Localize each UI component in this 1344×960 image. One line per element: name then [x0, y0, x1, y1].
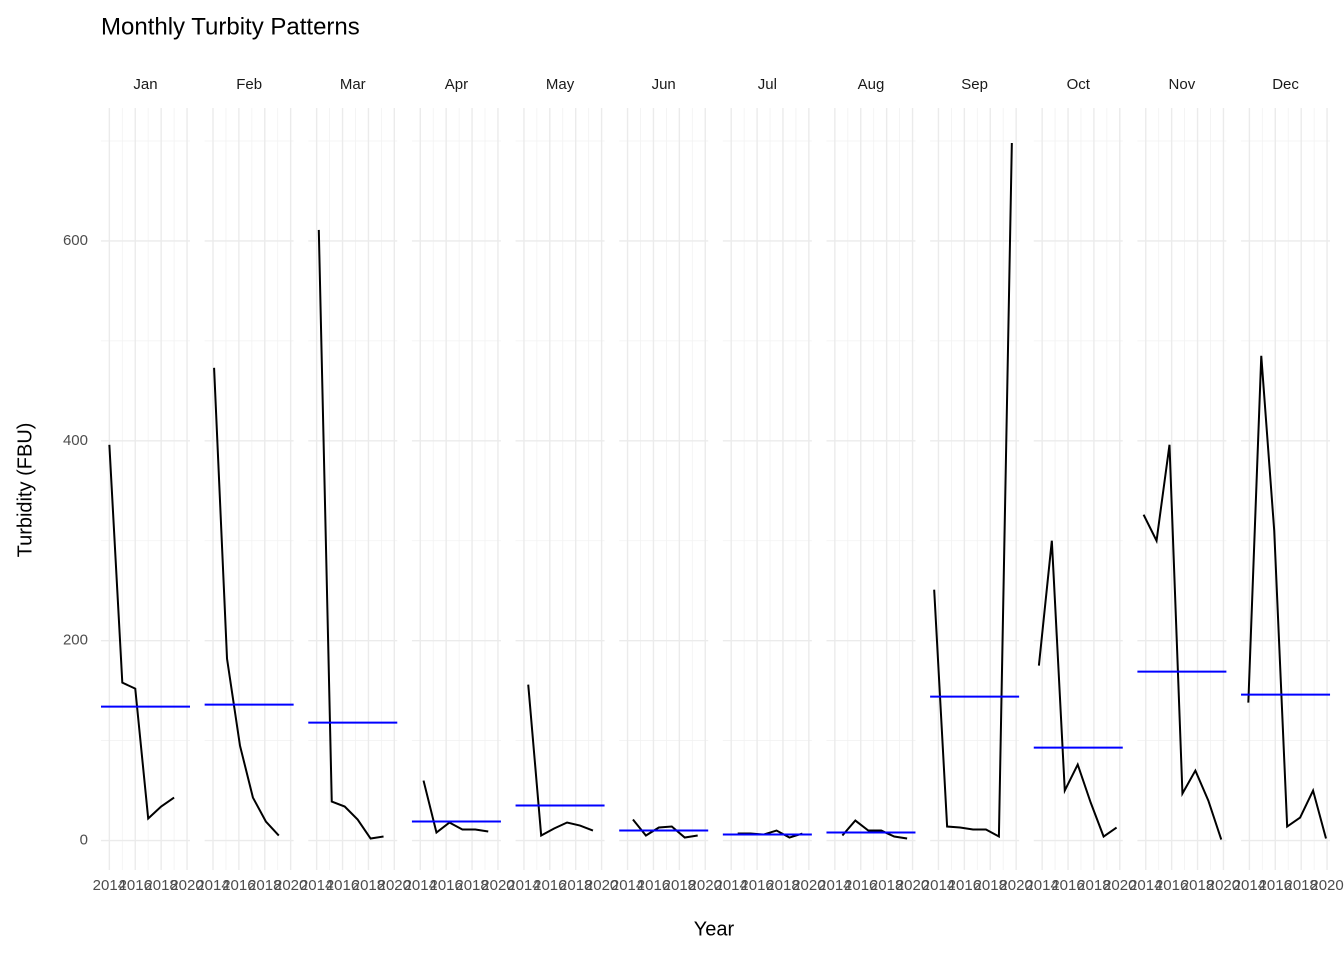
x-tick-label: 2018 [766, 877, 799, 894]
x-tick-label: 2020 [585, 877, 618, 894]
data-line [1037, 540, 1118, 839]
strip-label: Nov [1169, 76, 1196, 93]
x-tick-label: 2020 [896, 877, 929, 894]
x-tick-label: 2016 [326, 877, 359, 894]
x-tick-label: 2016 [1155, 877, 1188, 894]
strip-label: May [546, 76, 575, 93]
x-tick-label: 2020 [999, 877, 1032, 894]
x-tick-label: 2018 [663, 877, 696, 894]
y-tick-label: 600 [63, 232, 88, 249]
x-tick-label: 2014 [507, 877, 540, 894]
x-tick-label: 2014 [1129, 877, 1162, 894]
x-tick-label: 2014 [1233, 877, 1266, 894]
x-tick-label: 2020 [1207, 877, 1240, 894]
x-tick-label: 2018 [455, 877, 488, 894]
x-tick-label: 2018 [559, 877, 592, 894]
strip-label: Mar [340, 76, 366, 93]
x-tick-label: 2018 [1077, 877, 1110, 894]
y-tick-label: 0 [80, 831, 88, 848]
strip-label: Oct [1067, 76, 1091, 93]
data-line [422, 780, 489, 835]
x-tick-label: 2020 [792, 877, 825, 894]
chart-title: Monthly Turbity Patterns [101, 13, 360, 40]
x-tick-label: 2014 [818, 877, 851, 894]
x-tick-label: 2016 [1259, 877, 1292, 894]
data-line [841, 819, 908, 840]
x-tick-label: 2020 [481, 877, 514, 894]
data-line [527, 684, 594, 838]
x-tick-label: 2016 [948, 877, 981, 894]
data-line [933, 142, 1013, 839]
x-tick-label: 2020 [274, 877, 307, 894]
x-tick-label: 2014 [1025, 877, 1058, 894]
data-line [1247, 355, 1327, 839]
x-tick-label: 2014 [196, 877, 229, 894]
x-tick-label: 2014 [611, 877, 644, 894]
x-tick-label: 2014 [404, 877, 437, 894]
x-tick-label: 2014 [922, 877, 955, 894]
data-line [317, 229, 384, 840]
x-tick-label: 2016 [637, 877, 670, 894]
x-tick-label: 2018 [974, 877, 1007, 894]
x-tick-label: 2014 [300, 877, 333, 894]
strip-label: Jul [758, 76, 777, 93]
x-tick-label: 2018 [1181, 877, 1214, 894]
data-line [1142, 444, 1223, 840]
x-tick-label: 2016 [533, 877, 566, 894]
x-tick-label: 2018 [144, 877, 177, 894]
x-tick-label: 2016 [844, 877, 877, 894]
x-tick-label: 2016 [222, 877, 255, 894]
x-tick-label: 2014 [93, 877, 126, 894]
x-axis-label: Year [694, 918, 735, 940]
strip-label: Aug [858, 76, 885, 93]
x-tick-label: 2018 [1284, 877, 1317, 894]
x-tick-label: 2020 [689, 877, 722, 894]
x-tick-label: 2016 [740, 877, 773, 894]
strip-label: Jun [652, 76, 676, 93]
x-tick-label: 2014 [715, 877, 748, 894]
y-axis-label: Turbidity (FBU) [14, 423, 36, 558]
strip-label: Jan [133, 76, 157, 93]
data-line [108, 444, 175, 821]
strip-label: Apr [445, 76, 468, 93]
x-tick-label: 2018 [870, 877, 903, 894]
x-tick-label: 2018 [248, 877, 281, 894]
data-line [737, 829, 803, 839]
x-tick-label: 2016 [1051, 877, 1084, 894]
y-tick-label: 400 [63, 432, 88, 449]
x-tick-label: 2016 [119, 877, 152, 894]
strip-label: Feb [236, 76, 262, 93]
strip-label: Dec [1272, 76, 1299, 93]
x-tick-label: 2020 [1310, 877, 1343, 894]
x-tick-label: 2020 [378, 877, 411, 894]
x-tick-label: 2016 [429, 877, 462, 894]
x-tick-label: 2020 [170, 877, 203, 894]
x-tick-label: 2018 [352, 877, 385, 894]
data-line [213, 367, 280, 837]
x-tick-label: 2020 [1103, 877, 1136, 894]
y-tick-label: 200 [63, 632, 88, 649]
strip-label: Sep [961, 76, 988, 93]
data-line [632, 818, 698, 839]
